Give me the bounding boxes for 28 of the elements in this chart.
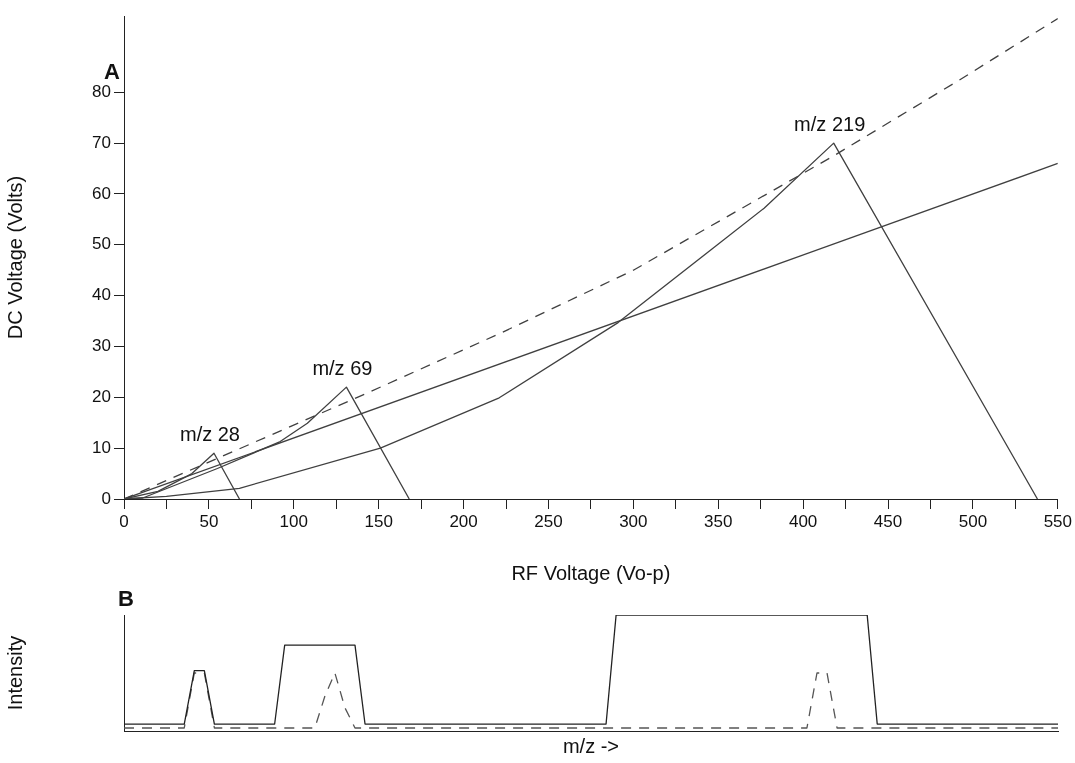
x-axis-title: RF Voltage (Vo-p) bbox=[511, 561, 671, 584]
x-tick-label: 350 bbox=[704, 511, 733, 531]
annotation: m/z 28 bbox=[179, 422, 240, 445]
x-tick-label: 550 bbox=[1043, 511, 1073, 531]
annotation: m/z 69 bbox=[312, 356, 373, 379]
y-axis-title: DC Voltage (Volts) bbox=[3, 175, 26, 340]
y-tick-label: 30 bbox=[92, 336, 111, 356]
y-tick-label: 70 bbox=[92, 132, 111, 152]
text: B bbox=[118, 586, 134, 612]
x-tick-label: 0 bbox=[119, 511, 129, 531]
y-tick-label: 20 bbox=[92, 387, 111, 406]
x-tick-label: 150 bbox=[364, 511, 393, 531]
y-tick-label: 50 bbox=[92, 234, 111, 254]
x-tick-label: 50 bbox=[199, 511, 219, 531]
x-tick-label: 100 bbox=[279, 511, 308, 531]
y-tick-label: 0 bbox=[101, 488, 111, 508]
y-tick-label: 10 bbox=[92, 437, 111, 457]
x-tick-label: 500 bbox=[958, 511, 988, 531]
annotation: m/z 219 bbox=[794, 112, 866, 135]
x-tick-label: 250 bbox=[534, 511, 563, 531]
y-tick-label: 60 bbox=[92, 183, 111, 203]
x-tick-label: 300 bbox=[619, 511, 648, 531]
x-tick-label: 450 bbox=[873, 511, 903, 531]
x-axis-title: m/z -> bbox=[562, 734, 620, 757]
x-tick-label: 200 bbox=[449, 511, 478, 531]
x-tick-label: 400 bbox=[788, 511, 818, 531]
y-tick-label: 40 bbox=[92, 285, 111, 305]
y-axis-title: Intensity bbox=[3, 635, 26, 711]
